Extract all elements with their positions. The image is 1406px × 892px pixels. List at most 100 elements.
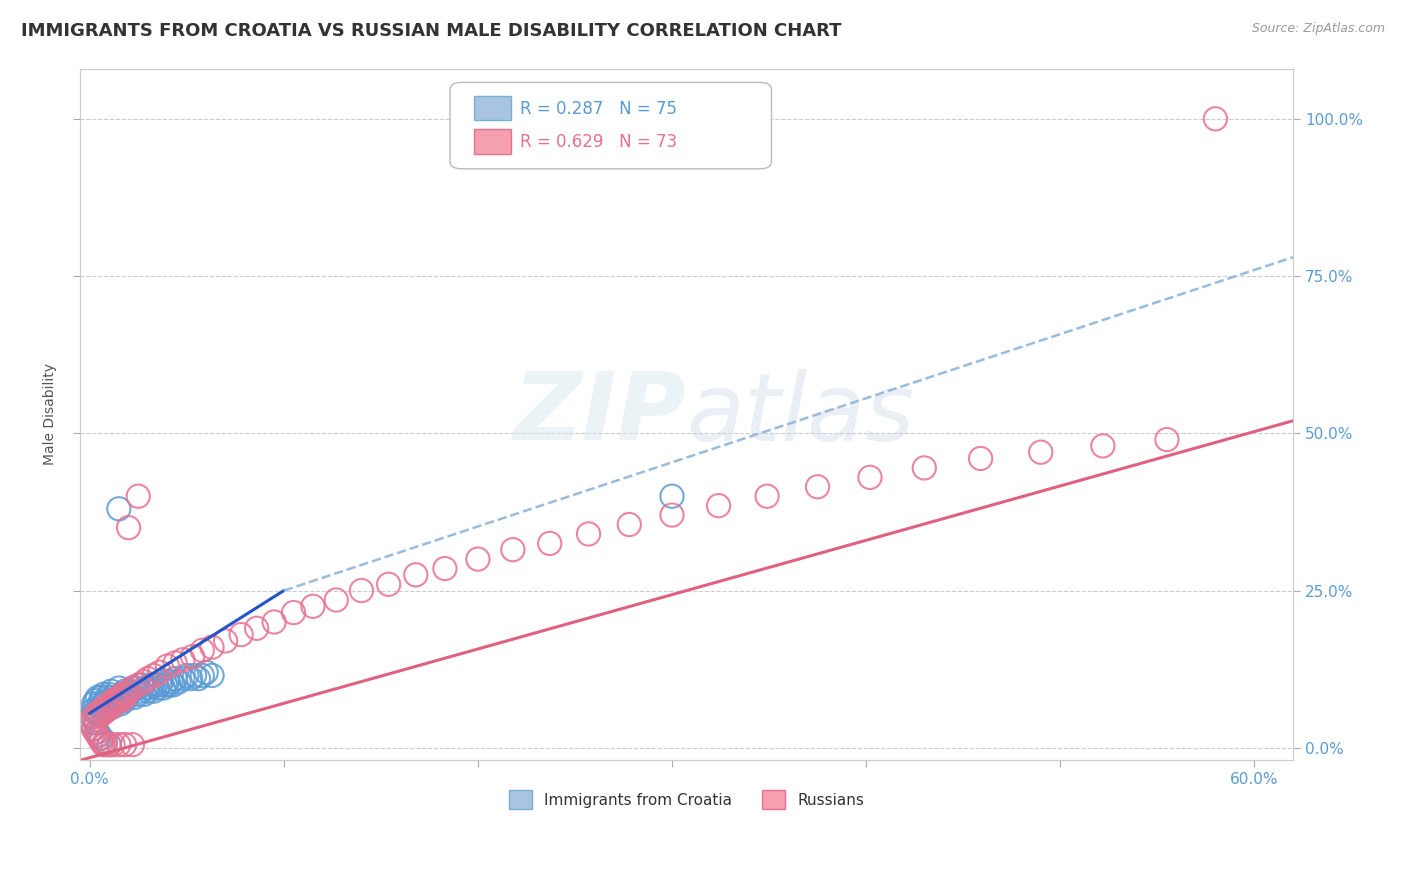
Point	[114, 684, 136, 698]
FancyBboxPatch shape	[474, 129, 510, 153]
Point	[98, 697, 121, 711]
Point	[1204, 112, 1226, 126]
Point	[94, 703, 117, 717]
Point	[201, 668, 224, 682]
Point	[86, 690, 108, 705]
Point	[142, 668, 165, 682]
Point	[98, 738, 121, 752]
Point	[246, 621, 269, 635]
Point	[115, 687, 138, 701]
Point	[129, 684, 152, 698]
Point	[139, 681, 162, 695]
Point	[467, 552, 489, 566]
Point	[108, 690, 131, 705]
Point	[162, 678, 184, 692]
Point	[661, 489, 683, 503]
Point	[141, 678, 163, 692]
Point	[117, 521, 139, 535]
Point	[90, 700, 112, 714]
Point	[98, 697, 121, 711]
Point	[263, 615, 285, 629]
Point	[108, 738, 131, 752]
Point	[108, 690, 131, 705]
Point	[149, 665, 172, 680]
Point	[135, 681, 157, 695]
Point	[502, 542, 524, 557]
Point	[325, 593, 347, 607]
Point	[859, 470, 882, 484]
Point	[90, 734, 112, 748]
Point	[89, 697, 111, 711]
Point	[127, 687, 149, 701]
Point	[127, 489, 149, 503]
Point	[84, 706, 107, 721]
Point	[121, 738, 143, 752]
Point	[110, 697, 132, 711]
Point	[181, 649, 204, 664]
Point	[165, 656, 187, 670]
Point	[1156, 433, 1178, 447]
Point	[152, 681, 174, 695]
Point	[131, 678, 153, 692]
Point	[187, 672, 209, 686]
Point	[98, 687, 121, 701]
Point	[83, 722, 105, 736]
Point	[578, 527, 600, 541]
Point	[283, 606, 305, 620]
Point	[969, 451, 991, 466]
Point	[132, 687, 155, 701]
Point	[86, 703, 108, 717]
Point	[104, 697, 127, 711]
Point	[124, 690, 146, 705]
Point	[350, 583, 373, 598]
Point	[538, 536, 561, 550]
Point	[83, 697, 105, 711]
Point	[80, 709, 103, 723]
Point	[98, 738, 121, 752]
Point	[150, 674, 173, 689]
Point	[201, 640, 224, 655]
Point	[111, 687, 134, 701]
Point	[136, 672, 159, 686]
Point	[167, 674, 190, 689]
Point	[146, 681, 169, 695]
Point	[176, 668, 198, 682]
Point	[405, 567, 427, 582]
Point	[91, 687, 114, 701]
Point	[90, 731, 112, 746]
Point	[661, 508, 683, 522]
Point	[149, 678, 172, 692]
Point	[191, 668, 214, 682]
Point	[912, 461, 935, 475]
Point	[433, 561, 456, 575]
Point	[156, 659, 179, 673]
Point	[120, 684, 142, 698]
Point	[156, 674, 179, 689]
Point	[114, 738, 136, 752]
Point	[91, 697, 114, 711]
Point	[214, 633, 236, 648]
Text: IMMIGRANTS FROM CROATIA VS RUSSIAN MALE DISABILITY CORRELATION CHART: IMMIGRANTS FROM CROATIA VS RUSSIAN MALE …	[21, 22, 842, 40]
Point	[83, 709, 105, 723]
Point	[94, 734, 117, 748]
Point	[157, 678, 180, 692]
Point	[90, 703, 112, 717]
Point	[1029, 445, 1052, 459]
Point	[91, 706, 114, 721]
Y-axis label: Male Disability: Male Disability	[44, 363, 58, 466]
Point	[121, 681, 143, 695]
FancyBboxPatch shape	[450, 82, 772, 169]
Point	[94, 738, 117, 752]
Point	[121, 681, 143, 695]
Point	[91, 738, 114, 752]
Legend: Immigrants from Croatia, Russians: Immigrants from Croatia, Russians	[502, 784, 870, 815]
Point	[110, 693, 132, 707]
Point	[101, 738, 124, 752]
Point	[86, 706, 108, 721]
Point	[80, 715, 103, 730]
Point	[136, 684, 159, 698]
Point	[191, 643, 214, 657]
Point	[105, 693, 128, 707]
Point	[172, 672, 194, 686]
Point	[115, 690, 138, 705]
